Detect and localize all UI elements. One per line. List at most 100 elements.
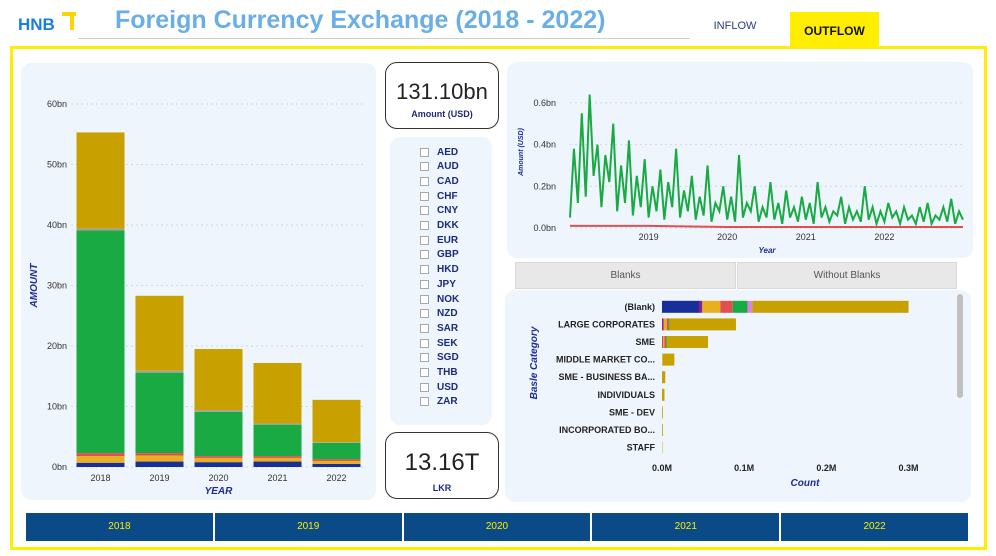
category-label: MIDDLE MARKET CO... xyxy=(556,355,655,365)
yearly-amount-chart: 0bn 10bn 20bn 30bn 40bn 50bn 60bn 2018 2019 2020 2… xyxy=(29,99,366,497)
currency-label: THB xyxy=(437,367,458,378)
category-label: SME - DEV xyxy=(609,407,655,417)
without-blanks-button[interactable]: Without Blanks xyxy=(737,262,957,289)
logo-text: HNB xyxy=(18,15,55,34)
bar-segment xyxy=(76,453,125,457)
checkbox[interactable] xyxy=(420,382,429,392)
bar-segment xyxy=(253,423,302,425)
amount-usd-value: 131.10bn xyxy=(396,79,488,104)
x-tick-label: 2021 xyxy=(267,473,287,483)
currency-option-hkd[interactable]: HKD xyxy=(420,264,459,276)
currency-label: CNY xyxy=(437,205,459,217)
x-tick-label: 2022 xyxy=(326,473,346,483)
currency-option-cny[interactable]: CNY xyxy=(420,205,458,217)
bar-segment xyxy=(664,336,667,348)
year-button-2019[interactable]: 2019 xyxy=(214,513,404,541)
checkbox[interactable] xyxy=(420,368,429,377)
checkbox[interactable] xyxy=(420,294,429,304)
currency-option-dkk[interactable]: DKK xyxy=(420,220,459,232)
logo-mark-stem xyxy=(70,12,74,30)
basle-scrollbar[interactable] xyxy=(957,294,963,398)
currency-option-sek[interactable]: SEK xyxy=(420,337,458,349)
bar-segment xyxy=(194,456,243,458)
x-tick-label: 2021 xyxy=(796,232,816,242)
hnb-logo: HNB xyxy=(18,6,78,38)
checkbox[interactable] xyxy=(420,265,429,275)
currency-option-sgd[interactable]: SGD xyxy=(420,352,459,364)
bar-segment xyxy=(135,372,184,454)
checkbox[interactable] xyxy=(420,235,429,245)
checkbox[interactable] xyxy=(420,147,429,157)
bar-segment xyxy=(76,462,125,467)
year-button-2018[interactable]: 2018 xyxy=(26,513,215,541)
checkbox[interactable] xyxy=(420,309,429,319)
checkbox[interactable] xyxy=(420,353,429,363)
currency-option-aed[interactable]: AED xyxy=(420,146,458,158)
x-axis-label: YEAR xyxy=(205,486,234,497)
currency-label: NZD xyxy=(437,308,458,320)
bar-segment xyxy=(747,300,753,313)
checkbox[interactable] xyxy=(420,323,429,333)
currency-option-nzd[interactable]: NZD xyxy=(420,308,458,320)
checkbox[interactable] xyxy=(420,221,429,230)
checkbox[interactable] xyxy=(420,191,429,201)
currency-label: SGD xyxy=(437,352,459,364)
currency-option-sar[interactable]: SAR xyxy=(420,322,458,334)
bar-segment xyxy=(662,406,663,419)
currency-option-nok[interactable]: NOK xyxy=(420,293,459,305)
tab-inflow[interactable]: INFLOW xyxy=(713,20,757,32)
tab-outflow[interactable]: OUTFLOW xyxy=(790,12,879,48)
currency-option-gbp[interactable]: GBP xyxy=(420,249,459,261)
y-tick-label: 60bn xyxy=(47,99,67,109)
bar-segment xyxy=(662,353,663,366)
checkbox[interactable] xyxy=(420,279,429,289)
x-tick-label: 0.3M xyxy=(899,463,919,473)
bar-segment xyxy=(662,388,665,401)
checkbox[interactable] xyxy=(420,206,429,216)
bar-segment xyxy=(732,300,748,313)
year-button-2022[interactable]: 2022 xyxy=(781,513,970,541)
checkbox[interactable] xyxy=(420,176,429,186)
bar-segment xyxy=(669,318,736,331)
bar-segment xyxy=(253,424,302,457)
bar-segment xyxy=(662,300,699,313)
checkbox[interactable] xyxy=(420,162,429,172)
bar-segment xyxy=(662,353,675,366)
y-axis-label: Basle Category xyxy=(529,326,540,399)
y-tick-label: 10bn xyxy=(47,402,67,412)
checkbox[interactable] xyxy=(420,250,429,260)
bar-segment xyxy=(312,399,361,443)
currency-option-jpy[interactable]: JPY xyxy=(420,278,456,290)
currency-option-aud[interactable]: AUD xyxy=(420,161,459,173)
currency-label: NOK xyxy=(437,293,460,305)
blanks-button[interactable]: Blanks xyxy=(515,262,736,289)
currency-option-cad[interactable]: CAD xyxy=(420,175,459,187)
currency-option-zar[interactable]: ZAR xyxy=(420,396,458,408)
currency-label: ZAR xyxy=(437,396,458,408)
currency-option-chf[interactable]: CHF xyxy=(420,190,458,202)
x-tick-label: 2022 xyxy=(874,232,894,242)
bar-segment xyxy=(194,410,243,412)
lkr-value: 13.16T xyxy=(404,449,480,476)
currency-option-eur[interactable]: EUR xyxy=(420,234,458,246)
amount-trend-panel: 0.0bn 0.2bn 0.4bn 0.6bn 2019 2020 2021 2022 Year… xyxy=(507,62,973,258)
currency-label: EUR xyxy=(437,234,459,246)
amount-trend-chart: 0.0bn 0.2bn 0.4bn 0.6bn 2019 2020 2021 2022 Year… xyxy=(518,94,964,255)
currency-label: SEK xyxy=(437,337,458,349)
header-divider xyxy=(78,38,690,39)
checkbox[interactable] xyxy=(420,397,429,407)
bar-segment xyxy=(666,336,667,348)
currency-label: AED xyxy=(437,146,459,158)
y-tick-label: 0.0bn xyxy=(533,223,556,233)
bar-segment xyxy=(662,371,666,384)
y-tick-label: 0.6bn xyxy=(533,98,556,108)
year-button-2021[interactable]: 2021 xyxy=(592,513,782,541)
currency-label: AUD xyxy=(437,161,459,173)
currency-option-thb[interactable]: THB xyxy=(420,367,458,379)
currency-option-usd[interactable]: USD xyxy=(420,381,458,393)
y-tick-label: 0.2bn xyxy=(533,181,556,191)
bar-segment xyxy=(666,336,709,348)
checkbox[interactable] xyxy=(420,338,429,348)
year-button-2020[interactable]: 2020 xyxy=(403,513,593,541)
x-tick-label: 0.1M xyxy=(734,463,754,473)
